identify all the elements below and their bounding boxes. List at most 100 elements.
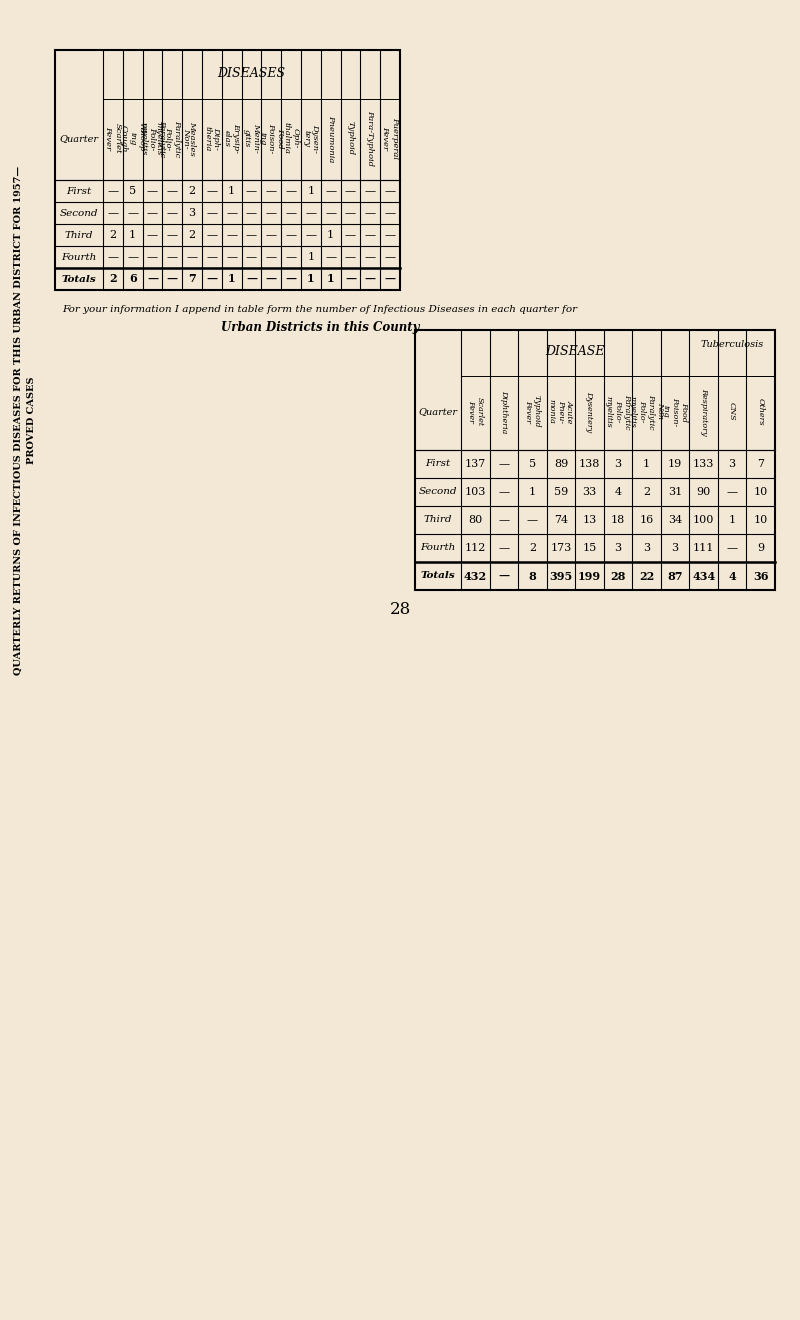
Text: Para-Typhoid: Para-Typhoid — [366, 111, 374, 166]
Text: —: — — [365, 273, 376, 285]
Text: 1: 1 — [129, 230, 136, 240]
Text: 15: 15 — [582, 543, 597, 553]
Text: 59: 59 — [554, 487, 568, 498]
Text: 5: 5 — [529, 459, 536, 469]
Text: 434: 434 — [692, 570, 715, 582]
Text: —: — — [166, 252, 178, 261]
Text: 395: 395 — [550, 570, 573, 582]
Text: —: — — [498, 543, 510, 553]
Text: —: — — [147, 252, 158, 261]
Text: 7: 7 — [188, 273, 196, 285]
Text: 8: 8 — [529, 570, 536, 582]
Text: —: — — [385, 230, 396, 240]
Text: Menin-
gitis: Menin- gitis — [243, 124, 260, 153]
Text: —: — — [306, 230, 317, 240]
Text: 173: 173 — [550, 543, 571, 553]
Text: 199: 199 — [578, 570, 601, 582]
Text: For your information I append in table form the number of Infectious Diseases in: For your information I append in table f… — [62, 305, 578, 314]
Text: —: — — [206, 273, 218, 285]
Text: 89: 89 — [554, 459, 568, 469]
Bar — [415, 330, 775, 590]
Text: 1: 1 — [307, 273, 314, 285]
Text: 80: 80 — [468, 515, 482, 525]
Text: CNS: CNS — [728, 403, 736, 421]
Text: Second: Second — [418, 487, 458, 496]
Text: —: — — [498, 515, 510, 525]
Text: —: — — [107, 252, 118, 261]
Text: —: — — [107, 209, 118, 218]
Text: —: — — [147, 273, 158, 285]
Text: Paralytic
Polio-
myelitis: Paralytic Polio- myelitis — [605, 393, 631, 429]
Text: 1: 1 — [228, 186, 235, 195]
Text: PROVED CASES: PROVED CASES — [27, 376, 37, 463]
Text: 6: 6 — [129, 273, 137, 285]
Text: Third: Third — [424, 516, 452, 524]
Text: 2: 2 — [529, 543, 536, 553]
Text: 138: 138 — [578, 459, 600, 469]
Text: 3: 3 — [614, 543, 622, 553]
Bar — [55, 50, 400, 290]
Text: 1: 1 — [307, 186, 314, 195]
Text: 1: 1 — [729, 515, 736, 525]
Text: —: — — [385, 273, 396, 285]
Text: Puerperal
Fever: Puerperal Fever — [382, 117, 398, 160]
Text: Dysen-
tery: Dysen- tery — [302, 124, 319, 153]
Text: DISEASES: DISEASES — [218, 67, 286, 81]
Text: 3: 3 — [671, 543, 678, 553]
Text: Pneumonia: Pneumonia — [326, 115, 334, 162]
Text: —: — — [286, 273, 297, 285]
Text: Dysentery: Dysentery — [586, 391, 594, 432]
Text: Fourth: Fourth — [420, 544, 456, 553]
Text: —: — — [365, 230, 376, 240]
Text: Urban Districts in this County: Urban Districts in this County — [221, 322, 419, 334]
Text: —: — — [345, 209, 356, 218]
Text: —: — — [286, 186, 297, 195]
Text: Paralytic
Polio-
myelitis: Paralytic Polio- myelitis — [139, 120, 166, 157]
Text: 100: 100 — [693, 515, 714, 525]
Text: —: — — [385, 186, 396, 195]
Text: 28: 28 — [610, 570, 626, 582]
Text: —: — — [498, 570, 510, 582]
Text: Second: Second — [60, 209, 98, 218]
Text: 1: 1 — [307, 252, 314, 261]
Text: 1: 1 — [327, 273, 334, 285]
Text: —: — — [246, 186, 257, 195]
Text: —: — — [147, 230, 158, 240]
Text: —: — — [206, 230, 218, 240]
Text: —: — — [266, 252, 277, 261]
Text: —: — — [345, 252, 356, 261]
Text: Typhoid: Typhoid — [346, 121, 354, 156]
Text: —: — — [147, 209, 158, 218]
Text: 111: 111 — [693, 543, 714, 553]
Text: —: — — [365, 209, 376, 218]
Text: Scarlet
Fever: Scarlet Fever — [104, 123, 122, 153]
Text: —: — — [147, 186, 158, 195]
Text: 2: 2 — [109, 273, 117, 285]
Text: Respiratory: Respiratory — [700, 388, 708, 436]
Text: —: — — [246, 209, 257, 218]
Text: 10: 10 — [754, 515, 768, 525]
Text: —: — — [726, 487, 738, 498]
Text: QUARTERLY RETURNS OF INFECTIOUS DISEASES FOR THIS URBAN DISTRICT FOR 1957—: QUARTERLY RETURNS OF INFECTIOUS DISEASES… — [14, 165, 22, 675]
Text: 22: 22 — [639, 570, 654, 582]
Text: —: — — [226, 252, 238, 261]
Text: 3: 3 — [614, 459, 622, 469]
Text: Diphtheria: Diphtheria — [500, 389, 508, 433]
Text: Food
Poison-
ing: Food Poison- ing — [662, 397, 688, 426]
Text: Scarlet
Fever: Scarlet Fever — [466, 397, 484, 426]
Text: 1: 1 — [228, 273, 235, 285]
Text: 13: 13 — [582, 515, 597, 525]
Text: Whoop-
ing
Cough: Whoop- ing Cough — [119, 123, 146, 154]
Text: 7: 7 — [758, 459, 764, 469]
Text: 2: 2 — [643, 487, 650, 498]
Text: 5: 5 — [129, 186, 136, 195]
Text: —: — — [498, 487, 510, 498]
Text: Acute
Pneu-
monia: Acute Pneu- monia — [548, 399, 574, 424]
Text: —: — — [266, 273, 277, 285]
Text: 18: 18 — [611, 515, 625, 525]
Text: —: — — [726, 543, 738, 553]
Text: Oph-
thalmia: Oph- thalmia — [282, 123, 300, 154]
Text: Quarter: Quarter — [59, 133, 98, 143]
Text: 1: 1 — [643, 459, 650, 469]
Text: —: — — [166, 186, 178, 195]
